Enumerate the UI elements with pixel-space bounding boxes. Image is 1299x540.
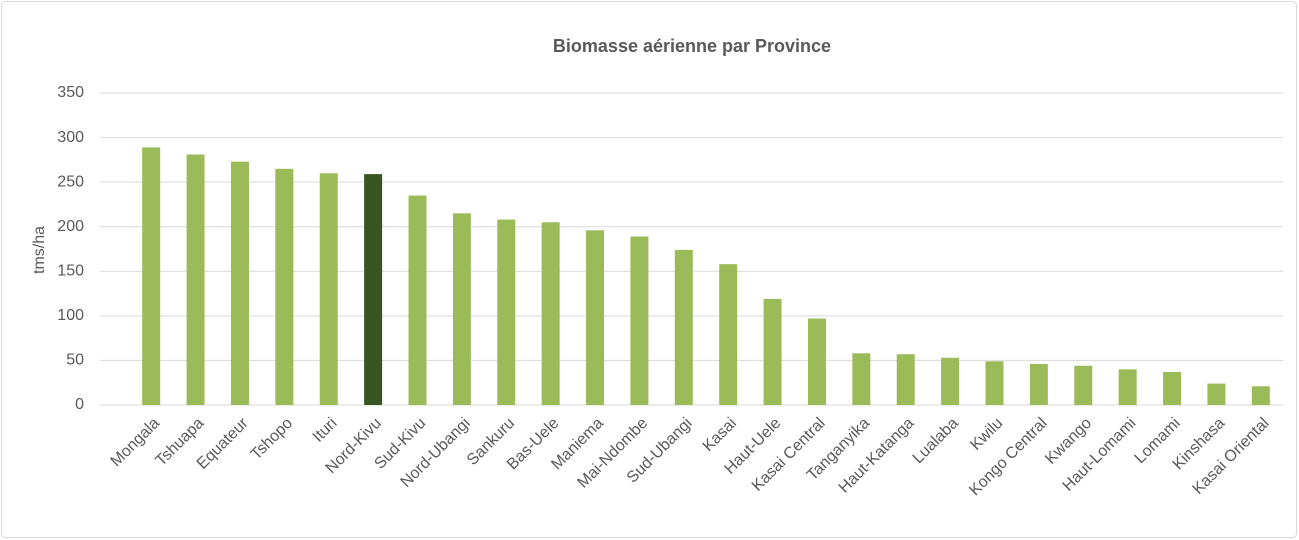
- bar: [985, 361, 1004, 405]
- bar: [674, 249, 693, 405]
- bar: [630, 236, 649, 405]
- bar: [896, 354, 915, 405]
- bar: [1163, 372, 1182, 405]
- bar: [852, 353, 871, 405]
- bar: [142, 147, 161, 405]
- y-tick-label: 50: [66, 352, 84, 369]
- bar: [230, 161, 249, 405]
- bar: [186, 154, 205, 405]
- bar: [1118, 369, 1137, 405]
- bar: [1251, 386, 1270, 405]
- y-axis-title: tms/ha: [31, 226, 48, 274]
- bar: [1029, 363, 1048, 405]
- bar: [941, 357, 960, 405]
- y-tick-label: 350: [57, 84, 84, 101]
- bar: [319, 173, 338, 405]
- y-tick-label: 300: [57, 129, 84, 146]
- bar: [1074, 365, 1093, 405]
- bar: [807, 318, 826, 405]
- bar: [275, 168, 294, 405]
- chart-title: Biomasse aérienne par Province: [553, 36, 831, 56]
- y-tick-label: 250: [57, 173, 84, 190]
- y-tick-label: 150: [57, 263, 84, 280]
- bar: [586, 230, 605, 405]
- bar: [497, 219, 516, 405]
- bar: [452, 213, 471, 405]
- bar: [408, 195, 427, 405]
- bar: [1207, 383, 1226, 405]
- bar: [719, 264, 738, 405]
- bar: [541, 222, 560, 405]
- bar: [763, 298, 782, 405]
- bar: [364, 174, 383, 405]
- y-tick-label: 0: [75, 396, 84, 413]
- y-tick-label: 200: [57, 218, 84, 235]
- y-tick-label: 100: [57, 307, 84, 324]
